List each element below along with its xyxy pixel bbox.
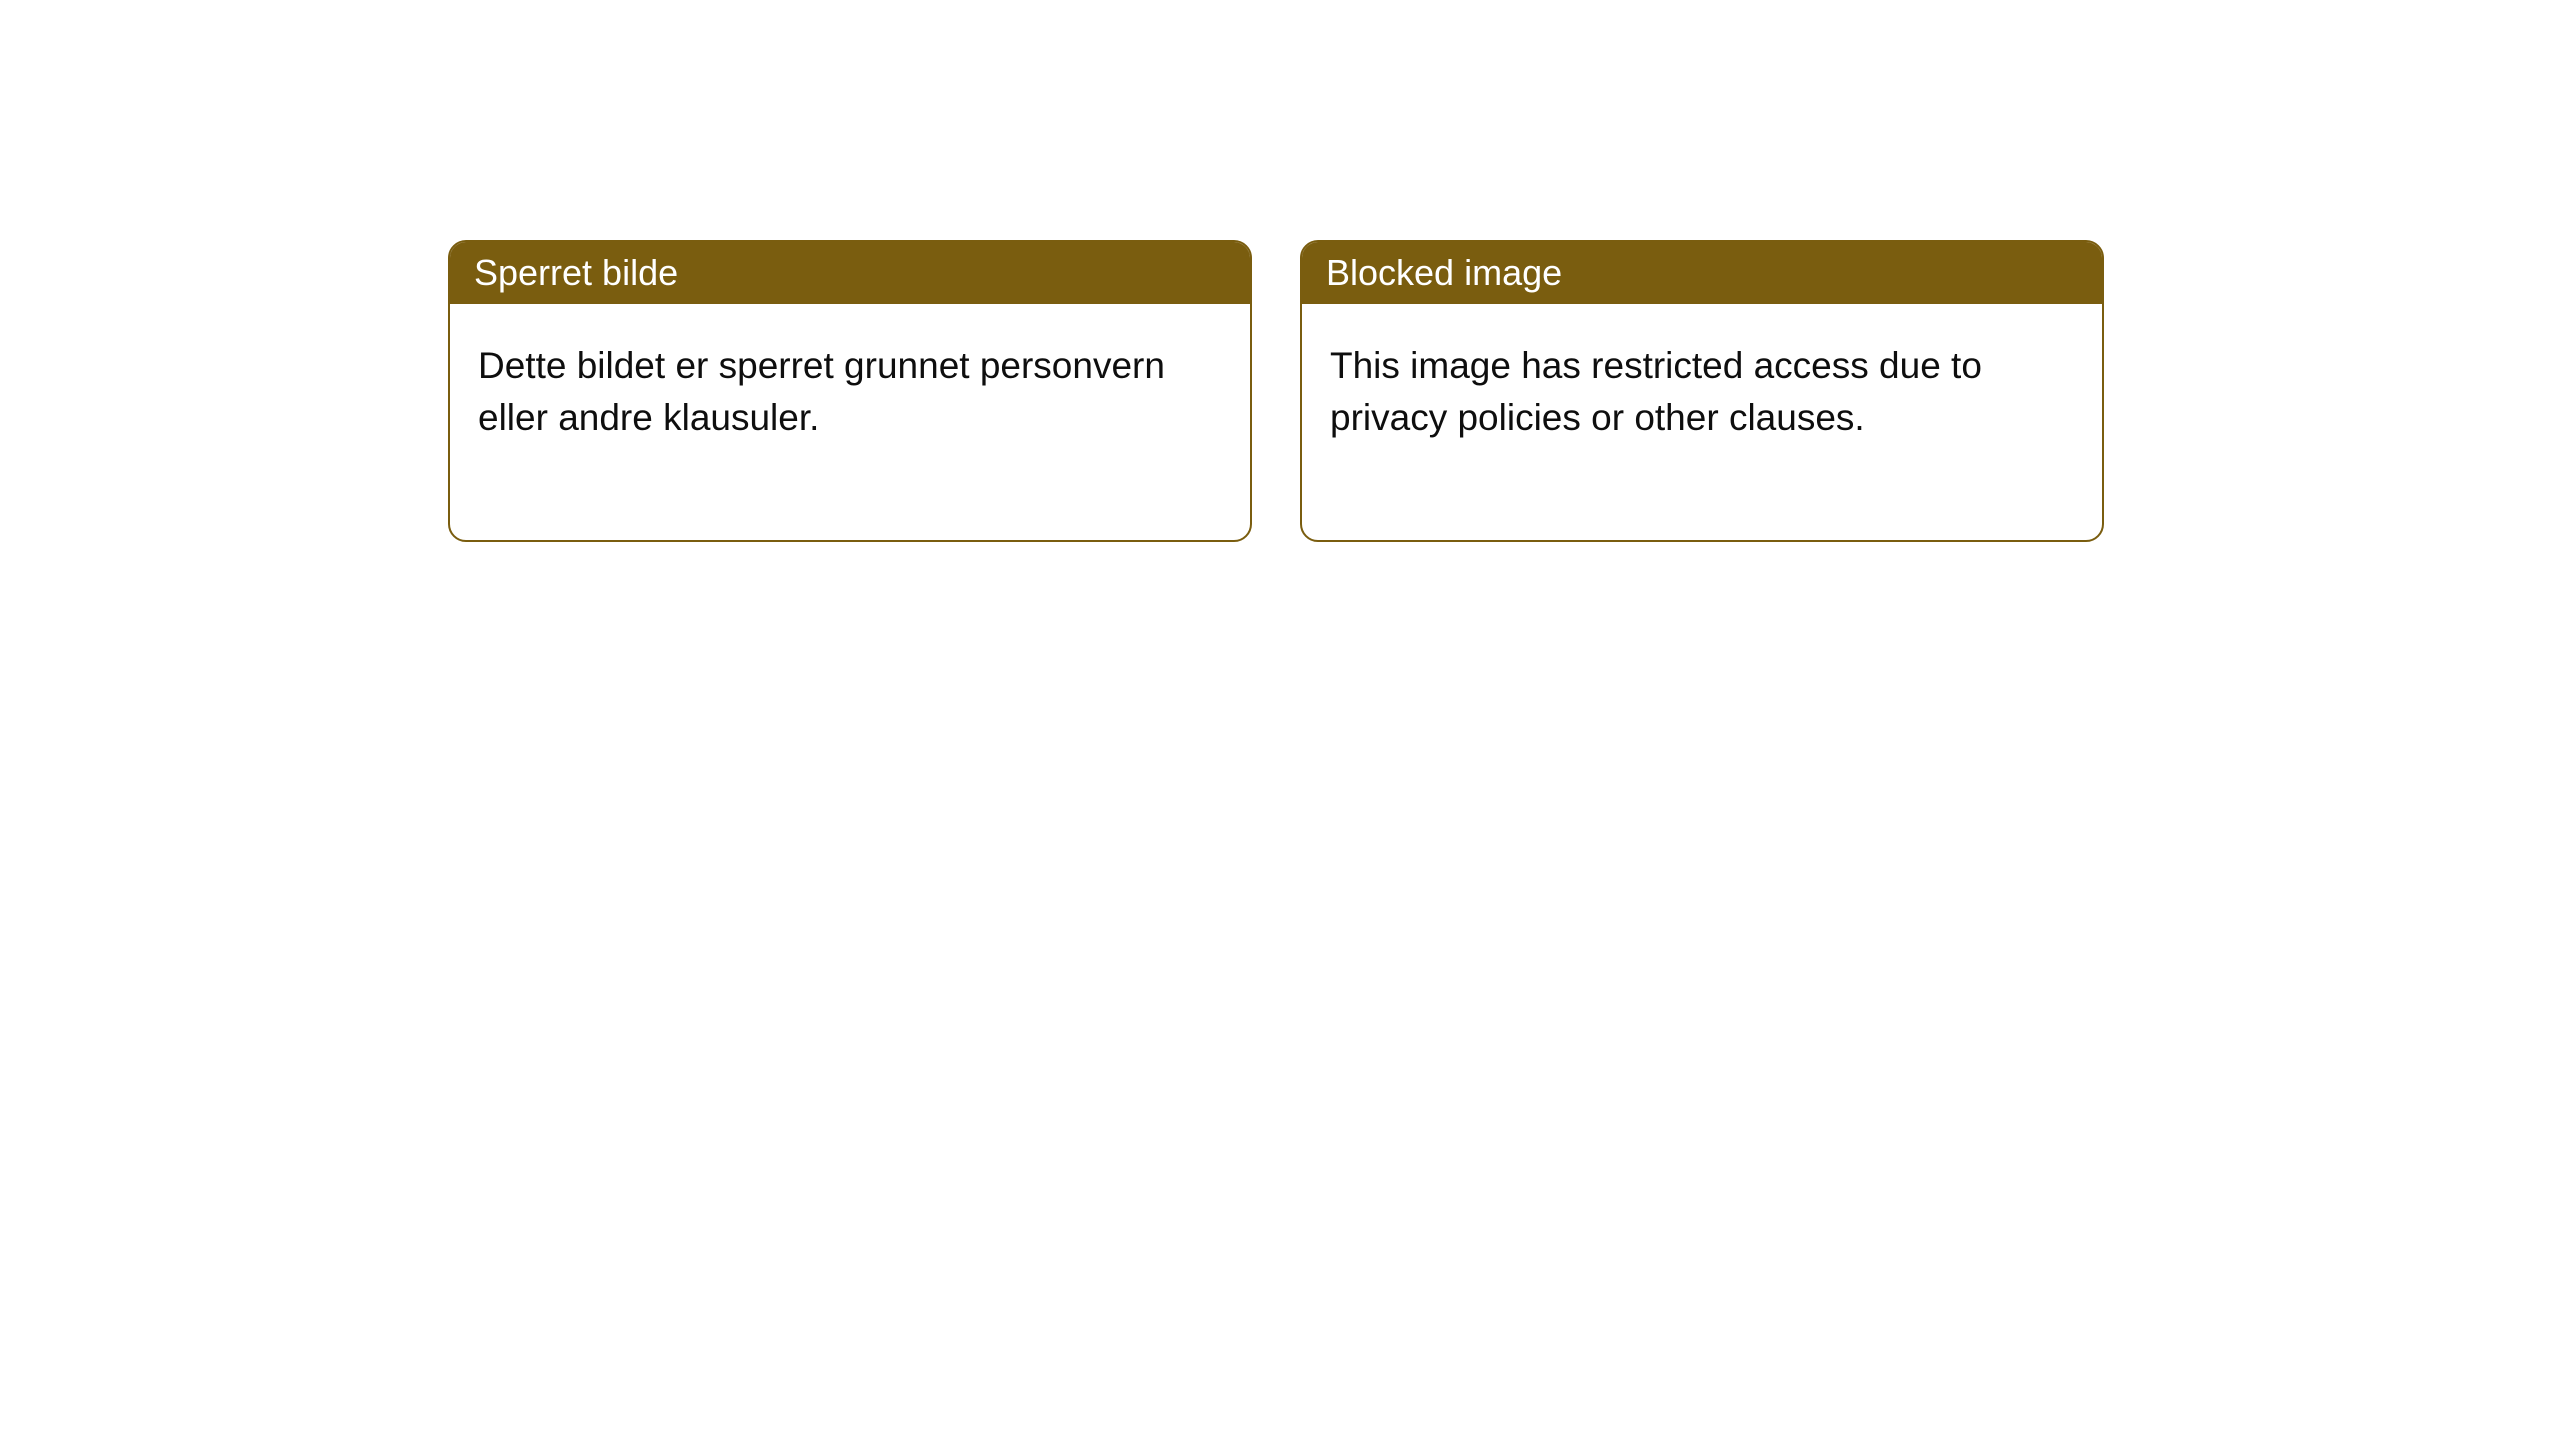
notice-card-norwegian: Sperret bilde Dette bildet er sperret gr…	[448, 240, 1252, 542]
notice-cards-container: Sperret bilde Dette bildet er sperret gr…	[0, 0, 2560, 542]
card-body: Dette bildet er sperret grunnet personve…	[450, 304, 1250, 540]
notice-card-english: Blocked image This image has restricted …	[1300, 240, 2104, 542]
card-title: Sperret bilde	[474, 252, 678, 293]
card-header: Sperret bilde	[450, 242, 1250, 304]
card-body-text: This image has restricted access due to …	[1330, 345, 1982, 438]
card-header: Blocked image	[1302, 242, 2102, 304]
card-body: This image has restricted access due to …	[1302, 304, 2102, 540]
card-body-text: Dette bildet er sperret grunnet personve…	[478, 345, 1165, 438]
card-title: Blocked image	[1326, 252, 1562, 293]
